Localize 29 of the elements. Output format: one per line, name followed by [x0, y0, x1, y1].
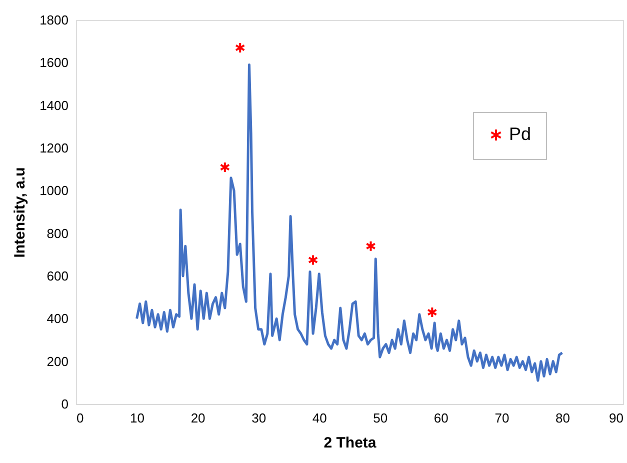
y-axis-title: Intensity, a.u — [12, 167, 29, 258]
y-tick-label: 800 — [46, 226, 68, 241]
point — [366, 240, 376, 252]
x-tick-label: 70 — [494, 410, 510, 426]
y-tick-label: 1400 — [40, 98, 68, 113]
point — [427, 306, 438, 318]
point — [234, 42, 246, 54]
y-tick-label: 400 — [46, 311, 68, 326]
y-tick-label: 1800 — [40, 12, 68, 28]
y-tick-label: 600 — [46, 268, 68, 284]
y-tick-label: 0 — [61, 396, 68, 412]
x-tick-label: 60 — [434, 410, 448, 426]
y-tick-label: 1200 — [40, 140, 68, 156]
line-series — [136, 64, 564, 382]
point — [308, 254, 318, 266]
y-tick-label: 200 — [46, 354, 68, 369]
x-tick-label: 50 — [373, 410, 388, 426]
x-tick-label: 10 — [130, 410, 145, 426]
y-tick-label: 1600 — [40, 55, 68, 70]
point — [220, 161, 230, 173]
x-tick-label: 30 — [252, 410, 266, 426]
x-tick-label: 20 — [190, 410, 206, 426]
y-tick-label: 1000 — [40, 183, 68, 198]
x-tick-label: 90 — [609, 410, 624, 426]
legend-label: Pd — [509, 124, 532, 144]
x-axis-title: 2 Theta — [324, 434, 377, 452]
x-tick-label: 80 — [555, 410, 570, 426]
x-tick-label: 0 — [76, 410, 84, 426]
x-tick-label: 40 — [312, 410, 327, 426]
